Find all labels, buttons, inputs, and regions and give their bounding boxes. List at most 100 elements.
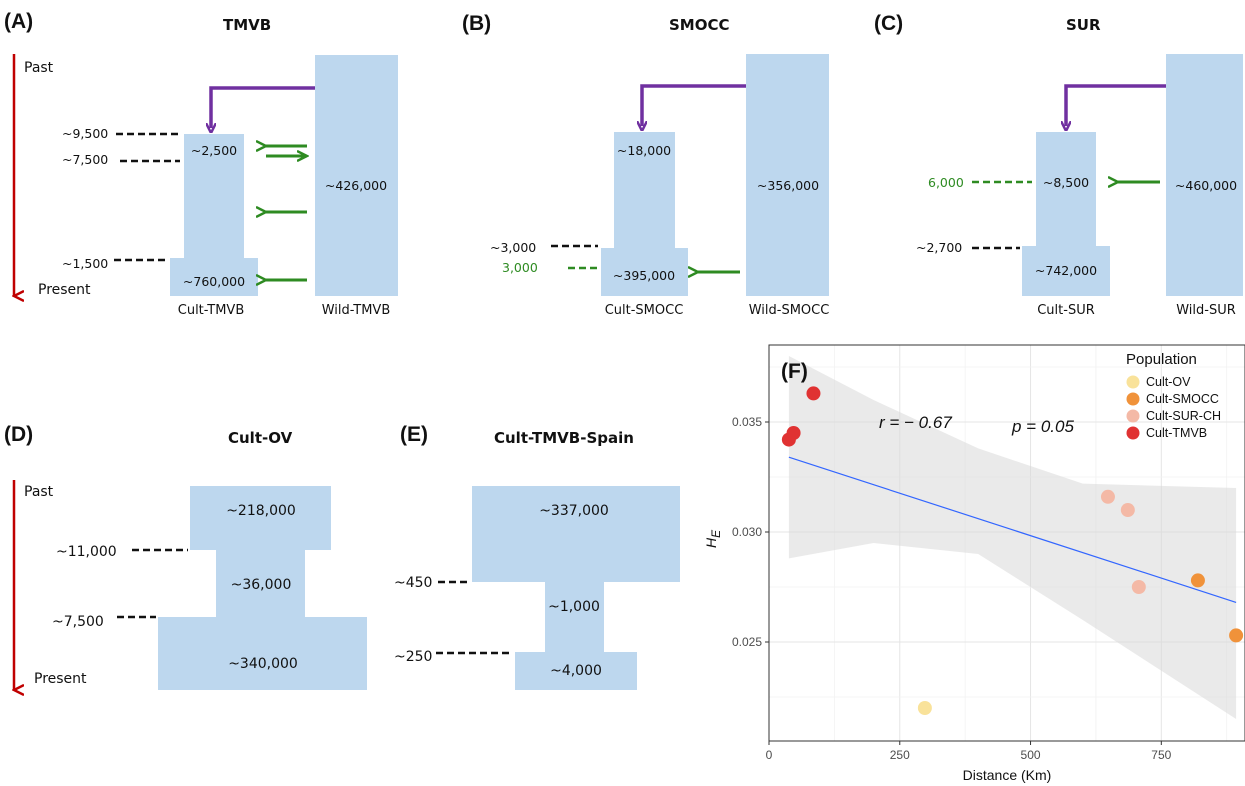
- wild-smocc-box: [746, 54, 829, 296]
- size-label-d2: ~36,000: [231, 577, 292, 593]
- size-label-c3: ~460,000: [1175, 178, 1237, 193]
- size-label-b3: ~356,000: [757, 178, 819, 193]
- y-tick-label: 0.025: [732, 635, 762, 649]
- legend: Population Cult-OVCult-SMOCCCult-SUR-CHC…: [1126, 351, 1221, 440]
- colonization-arrow-b: [642, 84, 746, 126]
- legend-title: Population: [1126, 351, 1197, 368]
- past-label-d: Past: [24, 484, 54, 500]
- legend-swatch: [1126, 375, 1140, 389]
- cult-smocc-box: [601, 132, 688, 296]
- x-tick-label: 750: [1151, 748, 1171, 762]
- present-label-d: Present: [34, 671, 87, 687]
- x-tick-label: 0: [766, 748, 773, 762]
- x-tick-label: 500: [1021, 748, 1041, 762]
- time-label-c1: 6,000: [928, 175, 964, 190]
- plot-border: [768, 344, 1245, 742]
- stat-p: p = 0.05: [1011, 417, 1074, 436]
- pop-name-c1: Cult-SUR: [1037, 303, 1095, 318]
- data-point-cult-sur-ch: [1131, 580, 1146, 594]
- size-label-c2: ~742,000: [1035, 263, 1097, 278]
- data-point-cult-smocc: [1190, 573, 1205, 588]
- time-label-a2: ~7,500: [62, 152, 108, 167]
- stat-r: r = − 0.67: [879, 413, 952, 432]
- panel-d: (D) Cult-OV Past Present ~11,000 ~7,500 …: [4, 423, 367, 690]
- panel-b: (B) SMOCC ~3,000 3,000 ~18,000 ~395,000 …: [462, 12, 829, 318]
- data-point-cult-sur-ch: [1100, 489, 1115, 504]
- cult-tmvb-spain-box: [472, 486, 680, 690]
- pop-name-a1: Cult-TMVB: [178, 303, 245, 318]
- panel-label-e: (E): [400, 423, 428, 446]
- time-label-b2: 3,000: [502, 260, 538, 275]
- data-point-cult-tmvb: [786, 426, 801, 440]
- x-axis-title: Distance (Km): [963, 767, 1052, 783]
- panel-label-f: (F): [781, 360, 808, 383]
- cult-tmvb-box: [170, 134, 258, 296]
- y-axis-ticks: 0.025 0.030 0.035: [732, 415, 769, 649]
- cult-ov-box: [158, 486, 367, 690]
- x-axis-ticks: 0 250 500 750: [766, 741, 1172, 762]
- size-label-d1: ~218,000: [226, 503, 296, 519]
- data-point-cult-smocc: [1229, 628, 1244, 643]
- colonization-arrow-c: [1066, 84, 1166, 126]
- data-point-cult-ov: [917, 701, 932, 715]
- size-label-a3: ~426,000: [325, 178, 387, 193]
- cult-sur-box: [1022, 132, 1110, 296]
- time-label-d2: ~7,500: [52, 614, 104, 630]
- panel-title-a: TMVB: [223, 16, 271, 34]
- legend-entries: Cult-OV Cult-SMOCC Cult-SUR-CH Cult-TMVB: [1126, 375, 1221, 440]
- panel-title-c: SUR: [1066, 16, 1101, 34]
- regression-line: [788, 456, 1237, 603]
- size-label-e2: ~1,000: [548, 599, 600, 615]
- panel-label-d: (D): [4, 423, 33, 446]
- panel-label-c: (C): [874, 12, 903, 35]
- panel-label-a: (A): [4, 10, 33, 33]
- panel-title-d: Cult-OV: [228, 429, 293, 447]
- legend-label: Cult-TMVB: [1146, 426, 1207, 440]
- panel-f: 0 250 500 750 0.025 0.030 0.035 Distance (Km)…: [703, 344, 1245, 783]
- data-point-cult-sur-ch: [1120, 503, 1135, 517]
- wild-sur-box: [1166, 54, 1243, 296]
- pop-name-b2: Wild-SMOCC: [749, 303, 830, 318]
- panel-c: (C) SUR 6,000 ~2,700 ~8,500 ~742,000 ~46…: [874, 12, 1243, 318]
- panel-a: (A) TMVB Past Present ~9,500 ~7,500 ~1,5…: [4, 10, 398, 318]
- data-point-cult-tmvb: [806, 386, 821, 401]
- past-label-a: Past: [24, 60, 54, 76]
- legend-swatch: [1126, 426, 1140, 440]
- time-label-c2: ~2,700: [916, 240, 962, 255]
- pop-name-b1: Cult-SMOCC: [605, 303, 684, 318]
- time-label-e2: ~250: [394, 649, 432, 665]
- time-label-b1: ~3,000: [490, 240, 536, 255]
- present-label-a: Present: [38, 282, 91, 298]
- panel-title-b: SMOCC: [669, 16, 730, 34]
- panel-title-e: Cult-TMVB-Spain: [494, 429, 634, 447]
- y-tick-label: 0.030: [732, 525, 762, 539]
- x-tick-label: 250: [890, 748, 910, 762]
- legend-swatch: [1126, 392, 1140, 406]
- size-label-c1: ~8,500: [1043, 175, 1089, 190]
- legend-label: Cult-OV: [1146, 375, 1191, 389]
- size-label-b2: ~395,000: [613, 268, 675, 283]
- time-label-a1: ~9,500: [62, 126, 108, 141]
- size-label-a1: ~2,500: [191, 143, 237, 158]
- pop-name-c2: Wild-SUR: [1176, 303, 1236, 318]
- pop-name-a2: Wild-TMVB: [322, 303, 391, 318]
- size-label-e1: ~337,000: [539, 503, 609, 519]
- legend-label: Cult-SUR-CH: [1146, 409, 1221, 423]
- size-label-a2: ~760,000: [183, 274, 245, 289]
- size-label-d3: ~340,000: [228, 656, 298, 672]
- colonization-arrow-a: [211, 86, 315, 128]
- wild-tmvb-box: [315, 55, 398, 296]
- panel-e: (E) Cult-TMVB-Spain ~450 ~250 ~337,000 ~…: [394, 423, 680, 690]
- legend-swatch: [1126, 409, 1140, 423]
- y-axis-title: HE: [703, 529, 723, 548]
- legend-label: Cult-SMOCC: [1146, 392, 1219, 406]
- time-label-e1: ~450: [394, 575, 432, 591]
- size-label-b1: ~18,000: [617, 143, 671, 158]
- y-tick-label: 0.035: [732, 415, 762, 429]
- time-label-a3: ~1,500: [62, 256, 108, 271]
- panel-label-b: (B): [462, 12, 491, 35]
- time-label-d1: ~11,000: [56, 544, 117, 560]
- size-label-e3: ~4,000: [550, 663, 602, 679]
- data-points: [781, 386, 1244, 715]
